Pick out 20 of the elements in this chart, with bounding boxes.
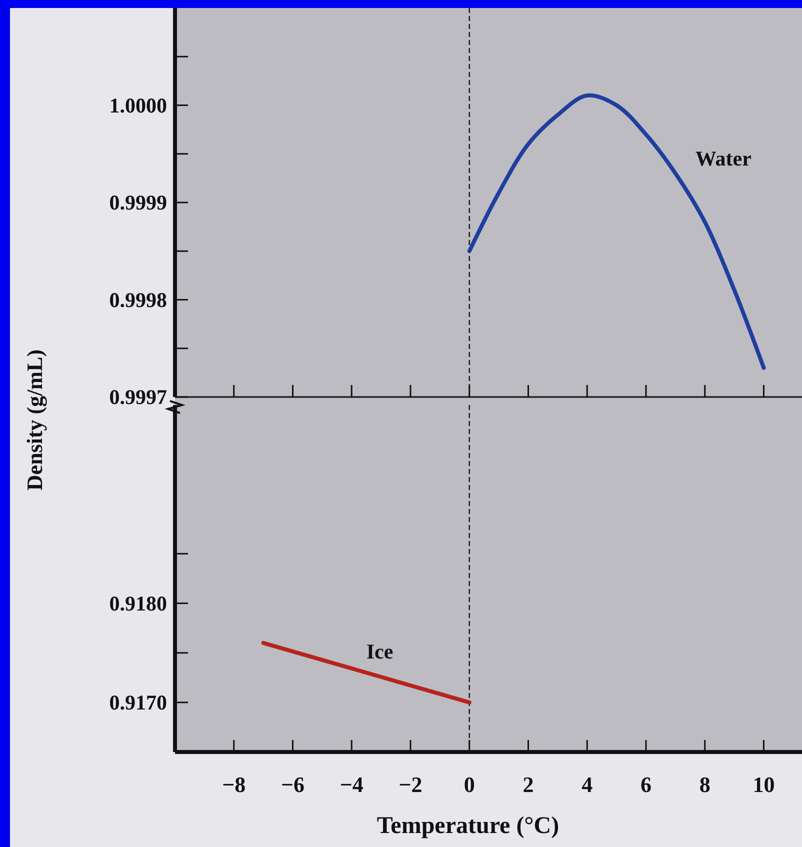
x-tick-label: 10: [752, 772, 775, 797]
y-tick-label: 0.9180: [109, 591, 167, 616]
x-tick-label: 4: [582, 772, 593, 797]
x-tick-label: −4: [340, 772, 364, 797]
x-tick-label: 2: [522, 772, 534, 797]
x-tick-label: 0: [464, 772, 475, 797]
series-label: Water: [695, 146, 752, 170]
x-tick-label: −8: [222, 772, 246, 797]
x-tick-label: 6: [640, 772, 652, 797]
y-tick-label: 0.9170: [109, 690, 167, 714]
y-tick-label: 0.9997: [109, 385, 167, 409]
y-tick-label: 0.9998: [109, 288, 167, 312]
y-tick-label: 1.0000: [109, 93, 167, 118]
x-tick-label: 8: [699, 772, 710, 797]
y-tick-label: 0.9999: [109, 190, 167, 214]
x-tick-label: −6: [280, 772, 305, 797]
x-axis-title: Temperature (°C): [376, 813, 560, 839]
x-tick-label: −2: [398, 772, 422, 797]
y-axis-title: Density (g/mL): [22, 349, 47, 491]
series-label: Ice: [366, 640, 394, 664]
